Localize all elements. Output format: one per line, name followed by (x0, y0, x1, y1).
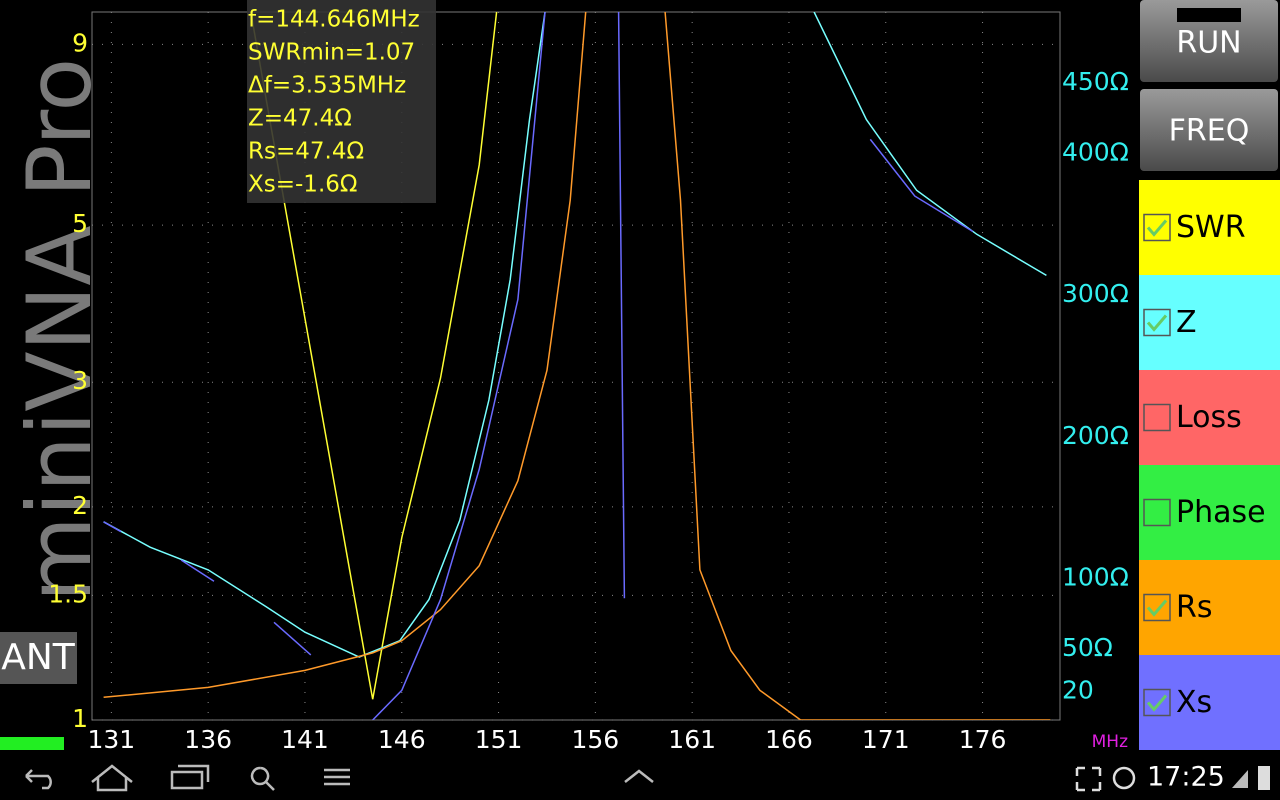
legend-checkbox[interactable] (1143, 403, 1171, 432)
legend-item[interactable]: Xs (1139, 655, 1280, 750)
legend-check[interactable] (1146, 599, 1168, 617)
x-tick-label: 136 (184, 725, 232, 754)
run-button[interactable]: RUN (1140, 0, 1278, 82)
y2-tick-label: 50Ω (1062, 633, 1113, 662)
marker-text: Z=47.4Ω (248, 106, 352, 132)
legend-label[interactable]: Rs (1176, 590, 1212, 625)
level-bar (0, 737, 64, 750)
y-tick-label: 1.5 (48, 579, 88, 608)
marker-text: Rs=47.4Ω (248, 139, 364, 165)
legend-checkbox[interactable] (1143, 688, 1171, 717)
marker-text: SWRmin=1.07 (248, 40, 415, 66)
series-line (103, 12, 1047, 658)
recent-icon[interactable] (170, 764, 210, 790)
legend-bg[interactable] (1139, 465, 1280, 560)
y2-tick-label: 20 (1062, 676, 1094, 705)
grid (92, 12, 1060, 721)
status-bar: 17:25 (0, 752, 1280, 800)
y-tick-label: 2 (72, 491, 88, 520)
series-line (103, 12, 974, 720)
x-tick-label: 151 (475, 725, 523, 754)
legend-bg[interactable] (1139, 370, 1280, 465)
freq-label[interactable]: FREQ (1169, 114, 1250, 149)
series-line (250, 12, 498, 700)
clock: 17:25 (1147, 762, 1225, 793)
freq-button[interactable]: FREQ (1140, 89, 1278, 171)
legend-checkbox[interactable] (1143, 308, 1171, 337)
marker-info: f=144.646MHz SWRmin=1.07 Δf=3.535MHz Z=47.4… (248, 7, 420, 198)
run-label[interactable]: RUN (1176, 26, 1241, 61)
screen-icon (1075, 766, 1102, 792)
x-tick-label: 156 (572, 725, 620, 754)
legend-bg[interactable] (1139, 560, 1280, 655)
y2-tick-label: 100Ω (1062, 562, 1129, 591)
side-label: ANT (1, 637, 76, 678)
x-tick-label: 131 (88, 725, 136, 754)
x-axis-unit: MHz (1092, 732, 1128, 752)
legend-check[interactable] (1146, 694, 1168, 712)
marker-text: Δf=3.535MHz (248, 73, 406, 99)
x-tick-label: 171 (862, 725, 910, 754)
y2-tick-label: 200Ω (1062, 421, 1129, 450)
legend-item[interactable]: SWR (1139, 180, 1280, 275)
legend-check[interactable] (1146, 314, 1168, 332)
series-line (103, 12, 1051, 720)
legend-bg[interactable] (1139, 655, 1280, 750)
legend-bg[interactable] (1139, 275, 1280, 370)
legend-label[interactable]: Phase (1176, 495, 1266, 530)
legend-label[interactable]: Z (1176, 305, 1197, 340)
y-tick-label: 9 (72, 28, 88, 57)
legend-checkbox[interactable] (1143, 498, 1171, 527)
y2-tick-label: 400Ω (1062, 138, 1129, 167)
menu-icon[interactable] (324, 768, 350, 786)
search-icon[interactable] (250, 766, 275, 791)
home-icon[interactable] (91, 764, 133, 792)
watermark: miniVNA Pro (8, 58, 111, 602)
y-tick-label: 5 (72, 209, 88, 238)
legend-item[interactable]: Rs (1139, 560, 1280, 655)
run-indicator (1177, 8, 1241, 22)
up-icon[interactable] (624, 769, 654, 783)
x-tick-label: 166 (765, 725, 813, 754)
marker-text: f=144.646MHz (248, 7, 420, 33)
back-icon[interactable] (25, 769, 52, 790)
y2-tick-label: 450Ω (1062, 67, 1129, 96)
run-button-bg[interactable] (1140, 0, 1278, 82)
signal-icon (1232, 770, 1248, 788)
x-tick-label: 176 (959, 725, 1007, 754)
legend-label[interactable]: Xs (1176, 685, 1212, 720)
marker-box (247, 0, 436, 203)
plot-frame (91, 11, 1061, 721)
legend-check[interactable] (1146, 219, 1168, 237)
axis-labels: 131 136 141 146 151 156 161 166 171 176 1 1.5 2 3 5 9 20… (48, 28, 1129, 754)
gps-icon (1112, 766, 1136, 790)
legend-item[interactable]: Phase (1139, 465, 1280, 560)
freq-button-bg[interactable] (1140, 89, 1278, 171)
legend-item[interactable]: Loss (1139, 370, 1280, 465)
legend: SWR Z Loss Phase Rs Xs (1139, 180, 1280, 750)
side-label-bg (0, 632, 77, 684)
y-tick-label: 1 (72, 704, 88, 733)
x-tick-label: 141 (281, 725, 329, 754)
y-tick-label: 3 (72, 366, 88, 395)
y2-tick-label: 300Ω (1062, 279, 1129, 308)
legend-label[interactable]: SWR (1176, 210, 1246, 245)
status-bar-bg (0, 752, 1280, 800)
marker-text: Xs=-1.6Ω (248, 172, 357, 198)
x-tick-label: 161 (668, 725, 716, 754)
legend-label[interactable]: Loss (1176, 400, 1242, 435)
battery-icon (1258, 766, 1270, 790)
x-tick-label: 146 (378, 725, 426, 754)
legend-checkbox[interactable] (1143, 593, 1171, 622)
legend-item[interactable]: Z (1139, 275, 1280, 370)
legend-bg[interactable] (1139, 180, 1280, 275)
legend-checkbox[interactable] (1143, 213, 1171, 242)
plot-lines (103, 12, 1051, 720)
